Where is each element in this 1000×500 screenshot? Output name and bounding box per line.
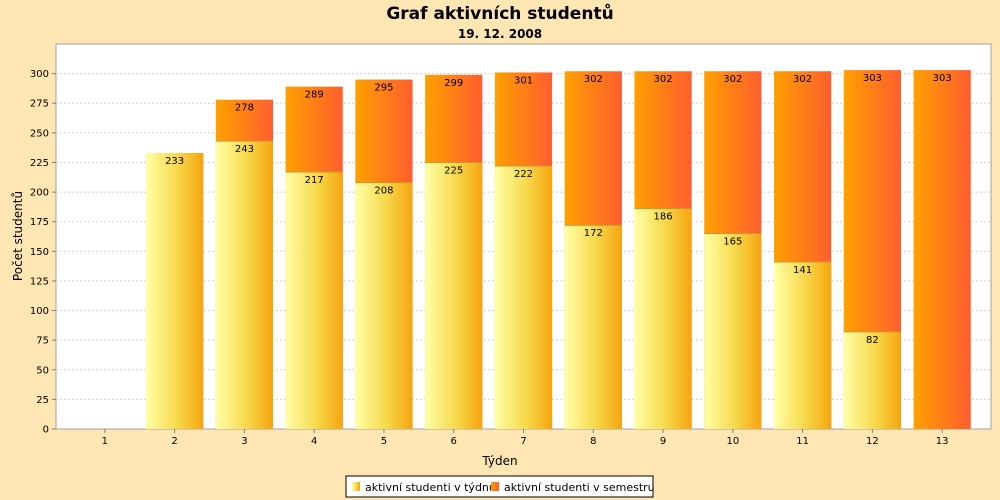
data-label-semester: 302 [723, 74, 742, 85]
data-label-week: 141 [793, 265, 812, 276]
y-tick-label: 275 [30, 99, 49, 110]
chart-title: Graf aktivních studentů [386, 2, 613, 24]
x-tick-label: 5 [381, 436, 387, 447]
x-axis-ticks: 1 2 3 4 5 6 7 8 9 10 11 12 13 [102, 429, 949, 447]
x-tick-label: 7 [520, 436, 526, 447]
bar-week [215, 141, 274, 429]
bar-week [494, 166, 553, 429]
x-tick-label: 2 [171, 436, 177, 447]
y-tick-label: 175 [30, 217, 49, 228]
data-label-week: 186 [654, 212, 673, 223]
bar-semester [913, 70, 971, 430]
x-tick-label: 3 [241, 436, 247, 447]
bar-week [564, 225, 622, 429]
x-tick-label: 1 [102, 436, 108, 447]
data-label-week: 233 [165, 156, 184, 167]
y-tick-label: 100 [30, 306, 49, 317]
data-label-week: 225 [444, 165, 463, 176]
data-label-week: 208 [374, 186, 393, 197]
y-tick-label: 225 [30, 158, 49, 169]
data-label-week: 82 [866, 335, 879, 346]
data-label-semester: 302 [793, 74, 812, 85]
data-label-semester: 295 [374, 83, 393, 94]
data-label-week: 217 [305, 175, 324, 186]
x-tick-label: 4 [311, 436, 317, 447]
chart-subtitle: 19. 12. 2008 [458, 27, 542, 41]
y-tick-label: 25 [36, 395, 49, 406]
legend-label-week: aktivní studenti v týdnu [365, 481, 496, 494]
data-label-semester: 299 [444, 78, 463, 89]
legend-box [345, 475, 654, 498]
legend: aktivní studenti v týdnu aktivní student… [345, 475, 655, 498]
y-tick-label: 75 [36, 336, 49, 347]
bar-week [425, 162, 483, 429]
y-tick-label: 125 [30, 276, 49, 287]
x-tick-label: 9 [660, 436, 666, 447]
legend-label-semester: aktivní studenti v semestru [504, 481, 655, 494]
bar-week [843, 331, 901, 429]
bar-week [146, 152, 204, 429]
bars: 2332332782432892172952082992253012223021… [146, 70, 971, 430]
x-tick-label: 6 [451, 436, 457, 447]
y-tick-label: 300 [30, 69, 49, 80]
data-label-week: 222 [514, 169, 533, 180]
x-axis-label: Týden [481, 454, 517, 468]
data-label-semester: 278 [235, 103, 254, 114]
data-label-semester: 289 [305, 90, 324, 101]
x-tick-label: 12 [866, 436, 879, 447]
y-tick-label: 50 [36, 365, 49, 376]
bar-week [773, 261, 832, 429]
x-tick-label: 13 [936, 436, 949, 447]
y-tick-label: 200 [30, 188, 49, 199]
y-tick-label: 150 [30, 247, 49, 258]
data-label-semester: 303 [933, 73, 952, 84]
legend-swatch-week [352, 482, 360, 491]
data-label-semester: 302 [584, 74, 603, 85]
legend-swatch-semester [491, 482, 499, 491]
y-axis-label: Počet studentů [11, 191, 25, 281]
y-tick-label: 250 [30, 128, 49, 139]
data-label-week: 165 [723, 237, 742, 248]
data-label-week: 172 [584, 228, 603, 239]
x-tick-label: 8 [590, 436, 596, 447]
x-tick-label: 10 [726, 436, 739, 447]
x-tick-label: 11 [796, 436, 809, 447]
bar-week [355, 182, 413, 429]
data-label-semester: 302 [654, 74, 673, 85]
y-axis-ticks: 0 25 50 75 100 125 150 175 200 225 250 275 300 [30, 69, 56, 436]
data-label-semester: 303 [863, 73, 882, 84]
bar-week [704, 233, 762, 429]
data-label-week: 243 [235, 144, 254, 155]
bar-week [285, 171, 343, 429]
y-tick-label: 0 [43, 425, 49, 436]
data-label-semester: 301 [514, 75, 533, 86]
bar-week [634, 208, 692, 429]
